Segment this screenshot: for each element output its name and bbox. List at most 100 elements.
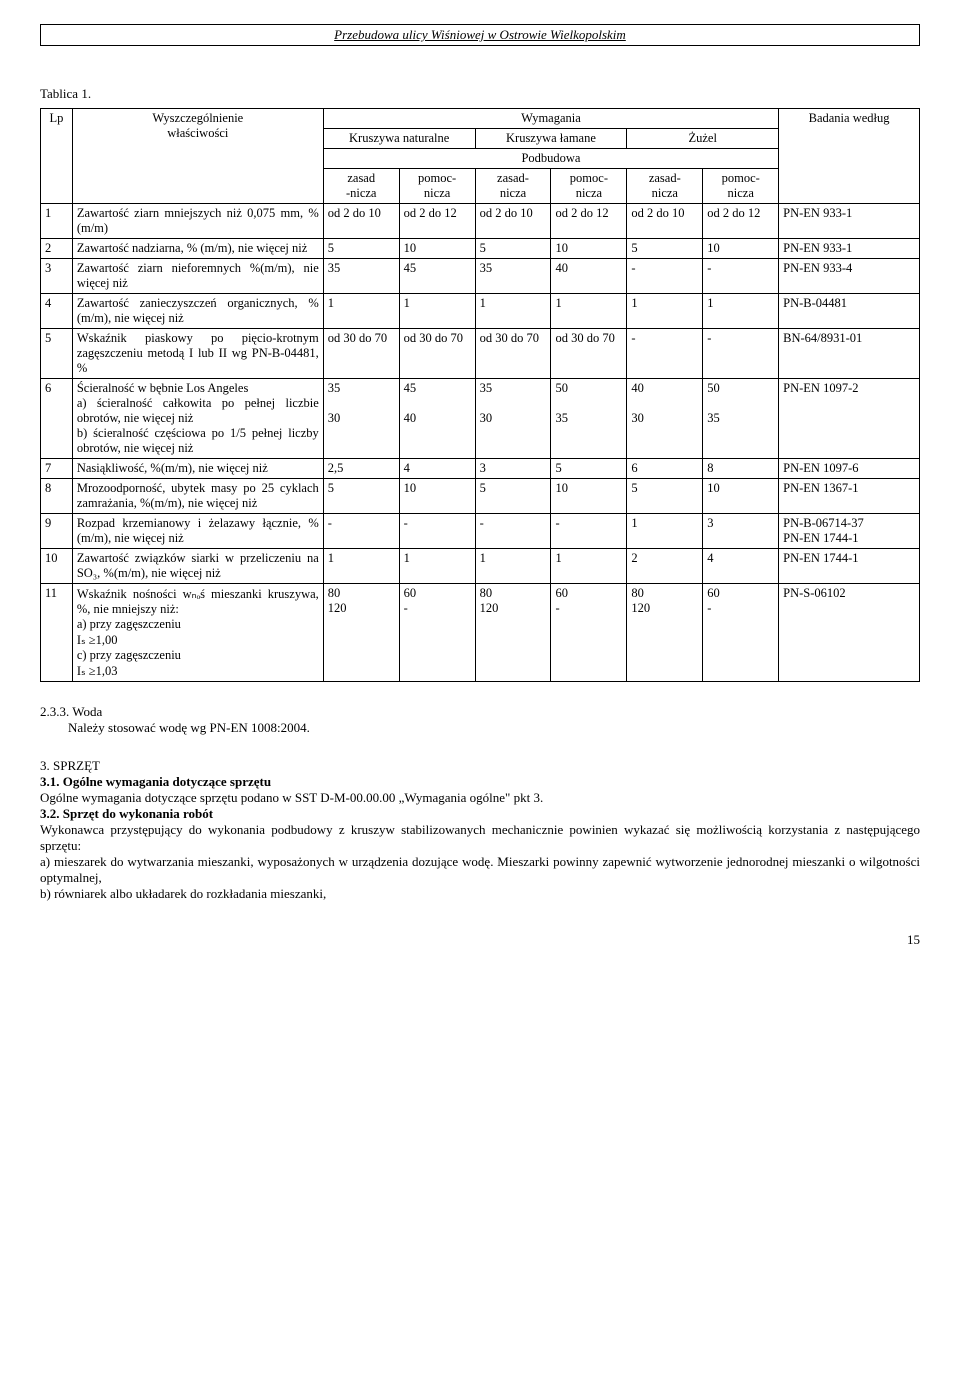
cell-badania: PN-EN 933-4 — [779, 259, 920, 294]
cell-desc: Zawartość nadziarna, % (m/m), nie więcej… — [72, 239, 323, 259]
cell-value: - — [323, 514, 399, 549]
cell-value: - — [627, 329, 703, 379]
table-row: 7Nasiąkliwość, %(m/m), nie więcej niż2,5… — [41, 459, 920, 479]
cell-value: od 2 do 12 — [551, 204, 627, 239]
cell-desc: Mrozoodporność, ubytek masy po 25 cyklac… — [72, 479, 323, 514]
cell-value: 5 — [323, 479, 399, 514]
cell-value: 5 — [475, 479, 551, 514]
th-kruszywa-lam: Kruszywa łamane — [475, 129, 627, 149]
cell-value: 5 — [627, 479, 703, 514]
table-row: 9Rozpad krzemianowy i żelazawy łącznie, … — [41, 514, 920, 549]
cell-value: - — [627, 259, 703, 294]
cell-lp: 9 — [41, 514, 73, 549]
th-pomoc-2: pomoc- nicza — [551, 169, 627, 204]
cell-badania: PN-EN 1744-1 — [779, 549, 920, 584]
section-3-2-b: b) równiarek albo układarek do rozkładan… — [40, 886, 920, 902]
section-3-2-title: 3.2. Sprzęt do wykonania robót — [40, 806, 920, 822]
cell-badania: PN-EN 933-1 — [779, 239, 920, 259]
cell-value: 2,5 — [323, 459, 399, 479]
th-zuzel: Żużel — [627, 129, 779, 149]
cell-lp: 8 — [41, 479, 73, 514]
cell-value: 10 — [551, 239, 627, 259]
cell-value: 3 — [703, 514, 779, 549]
cell-lp: 4 — [41, 294, 73, 329]
cell-value: 1 — [551, 294, 627, 329]
cell-value: 10 — [703, 239, 779, 259]
cell-value: 1 — [399, 294, 475, 329]
cell-badania: PN-EN 1367-1 — [779, 479, 920, 514]
table-row: 10Zawartość związków siarki w przeliczen… — [41, 549, 920, 584]
cell-value: 50 35 — [551, 379, 627, 459]
section-3-title: 3. SPRZĘT — [40, 758, 920, 774]
cell-value: 35 30 — [323, 379, 399, 459]
cell-value: od 2 do 10 — [323, 204, 399, 239]
cell-lp: 5 — [41, 329, 73, 379]
section-3-2-a: a) mieszarek do wytwarzania mieszanki, w… — [40, 854, 920, 886]
cell-badania: BN-64/8931-01 — [779, 329, 920, 379]
cell-value: 35 — [475, 259, 551, 294]
table-row: 3Zawartość ziarn nieforemnych %(m/m), ni… — [41, 259, 920, 294]
cell-value: 1 — [627, 514, 703, 549]
cell-desc: Rozpad krzemianowy i żelazawy łącznie, %… — [72, 514, 323, 549]
section-2-3-3-text: Należy stosować wodę wg PN-EN 1008:2004. — [40, 720, 920, 736]
cell-value: 40 30 — [627, 379, 703, 459]
cell-value: 4 — [399, 459, 475, 479]
cell-badania: PN-EN 1097-6 — [779, 459, 920, 479]
cell-value: od 30 do 70 — [399, 329, 475, 379]
cell-desc: Wskaźnik piaskowy po pięcio-krotnym zagę… — [72, 329, 323, 379]
cell-value: od 2 do 12 — [399, 204, 475, 239]
cell-lp: 3 — [41, 259, 73, 294]
cell-lp: 2 — [41, 239, 73, 259]
table-row: 1Zawartość ziarn mniejszych niż 0,075 mm… — [41, 204, 920, 239]
cell-value: 1 — [703, 294, 779, 329]
th-zasad-1: zasad -nicza — [323, 169, 399, 204]
table-row: 8Mrozoodporność, ubytek masy po 25 cykla… — [41, 479, 920, 514]
cell-value: 1 — [475, 549, 551, 584]
cell-badania: PN-S-06102 — [779, 584, 920, 682]
cell-value: 45 40 — [399, 379, 475, 459]
cell-value: 8 — [703, 459, 779, 479]
cell-value: 10 — [703, 479, 779, 514]
cell-value: 1 — [551, 549, 627, 584]
cell-value: - — [551, 514, 627, 549]
section-3-1-title: 3.1. Ogólne wymagania dotyczące sprzętu — [40, 774, 920, 790]
cell-value: od 2 do 10 — [475, 204, 551, 239]
cell-value: 60 - — [551, 584, 627, 682]
cell-lp: 10 — [41, 549, 73, 584]
page-header: Przebudowa ulicy Wiśniowej w Ostrowie Wi… — [40, 24, 920, 46]
page-number: 15 — [40, 932, 920, 948]
cell-value: 1 — [399, 549, 475, 584]
th-podbudowa: Podbudowa — [323, 149, 778, 169]
cell-value: 5 — [475, 239, 551, 259]
cell-value: od 30 do 70 — [551, 329, 627, 379]
cell-value: 4 — [703, 549, 779, 584]
cell-value: od 30 do 70 — [323, 329, 399, 379]
cell-value: 5 — [323, 239, 399, 259]
cell-value: 80 120 — [475, 584, 551, 682]
cell-value: 10 — [399, 239, 475, 259]
cell-value: 35 30 — [475, 379, 551, 459]
th-zasad-3: zasad- nicza — [627, 169, 703, 204]
cell-value: 5 — [551, 459, 627, 479]
cell-badania: PN-EN 1097-2 — [779, 379, 920, 459]
cell-value: 10 — [399, 479, 475, 514]
th-zasad-2: zasad- nicza — [475, 169, 551, 204]
cell-value: 3 — [475, 459, 551, 479]
cell-value: 6 — [627, 459, 703, 479]
cell-value: 45 — [399, 259, 475, 294]
table-row: 4Zawartość zanieczyszczeń organicznych, … — [41, 294, 920, 329]
cell-value: - — [475, 514, 551, 549]
cell-desc: Wskaźnik nośności wₙₒś mieszanki kruszyw… — [72, 584, 323, 682]
cell-desc: Nasiąkliwość, %(m/m), nie więcej niż — [72, 459, 323, 479]
th-pomoc-1: pomoc- nicza — [399, 169, 475, 204]
cell-value: 2 — [627, 549, 703, 584]
cell-value: 1 — [627, 294, 703, 329]
cell-value: 50 35 — [703, 379, 779, 459]
table-row: 6Ścieralność w bębnie Los Angeles a) ści… — [41, 379, 920, 459]
cell-desc: Ścieralność w bębnie Los Angeles a) ście… — [72, 379, 323, 459]
cell-desc: Zawartość zanieczyszczeń organicznych, %… — [72, 294, 323, 329]
section-2-3-3-title: 2.3.3. Woda — [40, 704, 920, 720]
section-3-2-text: Wykonawca przystępujący do wykonania pod… — [40, 822, 920, 854]
cell-value: 1 — [323, 549, 399, 584]
cell-value: 10 — [551, 479, 627, 514]
